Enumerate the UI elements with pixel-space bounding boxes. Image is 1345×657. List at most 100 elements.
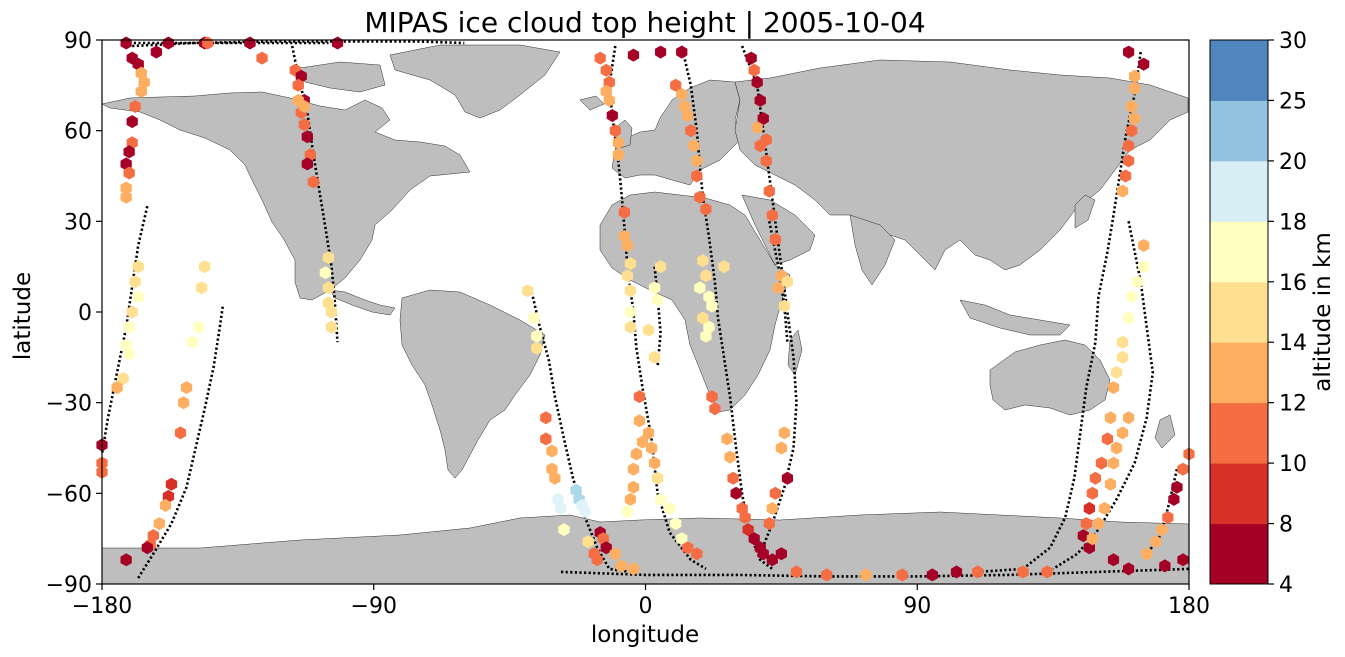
- cloud-point: [256, 51, 268, 65]
- cloud-point: [1104, 477, 1117, 491]
- colorbar-tick-label: 14: [1279, 331, 1307, 356]
- cloud-point: [682, 541, 694, 555]
- cloud-point: [1092, 517, 1104, 531]
- y-axis-ticks: −90 −60 −30 0 30 60 90: [46, 29, 102, 598]
- cloud-point: [685, 124, 697, 138]
- cloud-point: [763, 184, 775, 198]
- cloud-point: [1095, 456, 1108, 470]
- cloud-point: [1129, 69, 1141, 83]
- cloud-point: [579, 505, 591, 518]
- cloud-point: [645, 441, 658, 455]
- cloud-point: [624, 320, 636, 334]
- cloud-point: [648, 456, 661, 470]
- x-tick-label: 0: [639, 594, 653, 619]
- cloud-point: [1141, 547, 1153, 561]
- cloud-point: [1168, 492, 1180, 506]
- track-9: [740, 45, 798, 555]
- cloud-point: [609, 124, 621, 138]
- x-tick-label: −90: [351, 594, 397, 619]
- track-7: [653, 266, 662, 367]
- land-masses: [101, 44, 1190, 585]
- cloud-point: [618, 205, 630, 219]
- cloud-point: [193, 320, 205, 334]
- cloud-point: [1080, 517, 1092, 531]
- track-5: [529, 287, 631, 574]
- cloud-point: [1126, 100, 1138, 113]
- cloud-point: [199, 260, 211, 274]
- cloud-point: [594, 51, 606, 65]
- cloud-point: [670, 517, 682, 531]
- land-arabia: [741, 194, 816, 266]
- cloud-point: [636, 435, 649, 449]
- cloud-point: [600, 63, 612, 77]
- cloud-point: [709, 402, 721, 416]
- land-iceland: [579, 95, 605, 111]
- cloud-point: [301, 157, 313, 171]
- land-africa: [599, 191, 791, 413]
- land-india: [849, 214, 896, 286]
- cloud-point: [1116, 350, 1129, 364]
- cloud-point: [1120, 169, 1132, 183]
- cloud-point: [694, 190, 706, 204]
- cloud-point: [132, 260, 144, 274]
- cloud-point: [1126, 124, 1138, 138]
- x-axis-ticks: −180 −90 0 90 180: [72, 584, 1210, 619]
- cloud-point: [633, 414, 646, 428]
- colorbar: [1210, 40, 1268, 585]
- cloud-point: [745, 51, 757, 65]
- land-asia: [734, 59, 1189, 271]
- cloud-point: [627, 562, 640, 576]
- cloud-point: [1116, 426, 1129, 440]
- cloud-point: [1086, 532, 1098, 546]
- cloud-point: [700, 269, 712, 283]
- cloud-point: [1138, 239, 1150, 252]
- cloud-point: [651, 293, 664, 307]
- cloud-point: [775, 547, 787, 561]
- cloud-point: [627, 462, 640, 476]
- cloud-point: [621, 505, 633, 518]
- colorbar-tick-label: 20: [1279, 150, 1307, 175]
- cloud-point: [123, 320, 135, 334]
- cloud-point: [670, 78, 682, 92]
- cloud-point: [778, 299, 790, 313]
- cloud-point: [1116, 184, 1129, 198]
- y-tick-label: 60: [64, 120, 92, 145]
- cloud-point: [627, 480, 640, 494]
- cloud-point: [724, 450, 736, 464]
- cloud-point: [1123, 154, 1135, 168]
- colorbar-band: [1210, 100, 1268, 162]
- colorbar-tick-label: 4: [1279, 573, 1293, 598]
- cloud-point: [703, 320, 715, 334]
- cloud-point: [655, 45, 667, 59]
- cloud-point: [751, 75, 763, 89]
- cloud-point: [1177, 553, 1189, 567]
- cloud-point: [1104, 411, 1117, 425]
- colorbar-band: [1210, 281, 1268, 343]
- cloud-point: [748, 63, 760, 77]
- cloud-point: [821, 568, 833, 582]
- cloud-point: [691, 169, 703, 183]
- cloud-point: [757, 547, 769, 561]
- track-4: [132, 40, 465, 48]
- land-japan: [1074, 194, 1096, 229]
- cloud-point: [600, 541, 612, 555]
- land-north-america: [101, 91, 471, 301]
- cloud-points: [96, 36, 1195, 582]
- cloud-point: [621, 239, 633, 252]
- cloud-point: [682, 109, 694, 123]
- cloud-point: [196, 281, 208, 295]
- cloud-point: [772, 281, 784, 295]
- cloud-point: [153, 517, 165, 531]
- cloud-point: [540, 411, 552, 425]
- cloud-point: [522, 284, 534, 298]
- cloud-point: [1123, 139, 1135, 153]
- cloud-point: [1123, 311, 1135, 325]
- cloud-point: [1110, 441, 1123, 455]
- cloud-point: [591, 553, 603, 567]
- colorbar-ticks: 4 8 10 12 14 16 18 20 25 30: [1268, 29, 1307, 598]
- cloud-point: [1017, 565, 1029, 579]
- cloud-point: [120, 553, 132, 567]
- cloud-point: [120, 181, 132, 195]
- cloud-point: [325, 320, 338, 334]
